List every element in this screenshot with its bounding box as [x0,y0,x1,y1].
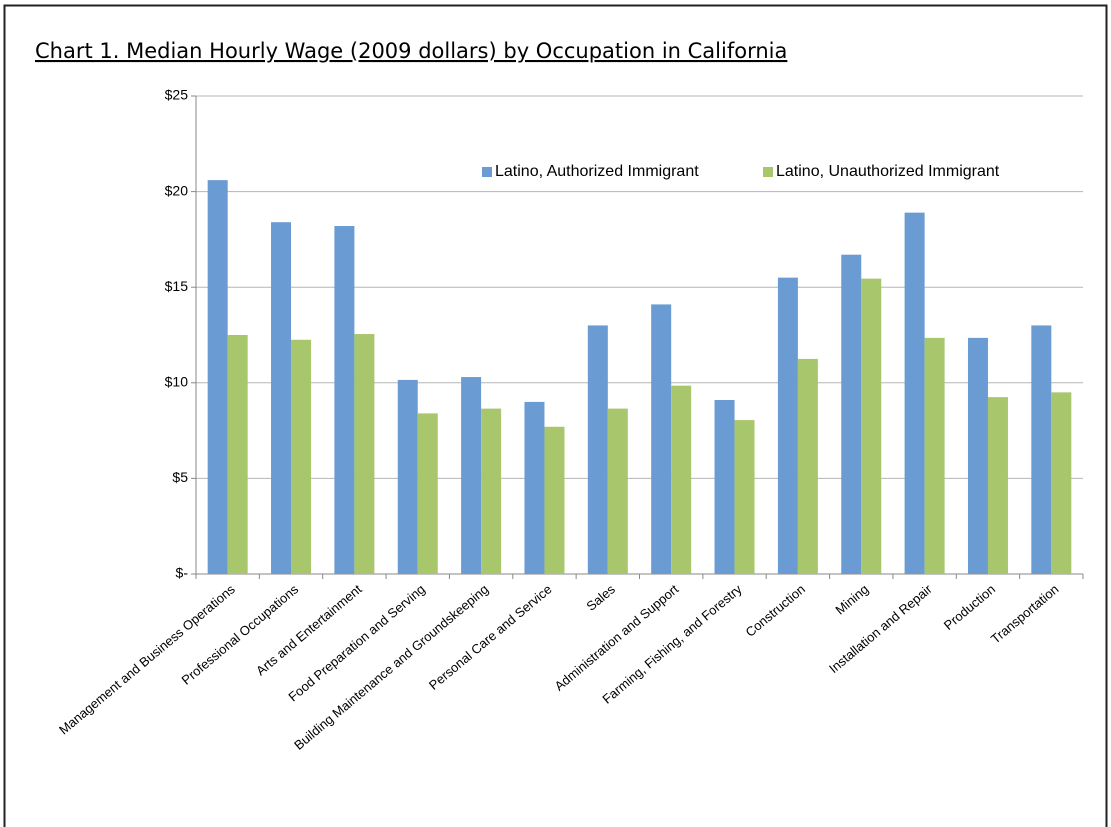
x-tick-label: Arts and Entertainment [253,581,365,678]
chart-title: Chart 1. Median Hourly Wage (2009 dollar… [35,39,787,63]
legend-label: Latino, Unauthorized Immigrant [776,163,1000,180]
bar [397,379,418,574]
x-tick-label: Transportation [988,581,1061,646]
bar [524,401,545,574]
bar [924,337,945,574]
bar [777,277,798,574]
x-tick-label: Construction [742,581,808,639]
bar [291,339,312,574]
x-tick-label: Sales [583,581,618,614]
bar [271,222,292,574]
x-tick-label: Personal Care and Service [426,581,555,692]
frame [3,4,1108,827]
bar [797,358,818,574]
bar [334,226,355,575]
x-tick-label: Production [941,581,998,632]
y-tick-label: $- [176,565,189,581]
bar [671,385,692,574]
x-tick-label: Administration and Support [552,581,682,694]
bar [1031,325,1052,574]
bar [967,337,988,574]
legend-label: Latino, Authorized Immigrant [495,163,699,180]
bar [841,254,862,575]
bar [207,180,228,575]
bar [987,397,1008,574]
bar [544,426,565,574]
x-tick-label: Mining [832,581,871,617]
bar [861,278,882,574]
bar [587,325,608,574]
bar [1051,392,1072,574]
y-tick-label: $5 [172,469,188,485]
y-tick-label: $20 [165,182,189,198]
bar [354,334,375,574]
y-tick-label: $10 [165,374,189,390]
legend-swatch [482,167,492,177]
bar [607,408,628,574]
bar [651,304,672,574]
x-tick-label: Professional Occupations [179,581,302,688]
bar [227,335,248,574]
x-tick-label: Installation and Repair [826,581,935,676]
bar [904,212,925,574]
y-tick-label: $15 [165,278,189,294]
bar [481,408,502,574]
y-tick-label: $25 [165,87,189,103]
legend-swatch [763,167,773,177]
bar [734,420,755,574]
bar [461,377,482,574]
bar [714,400,735,574]
bar [417,413,438,574]
